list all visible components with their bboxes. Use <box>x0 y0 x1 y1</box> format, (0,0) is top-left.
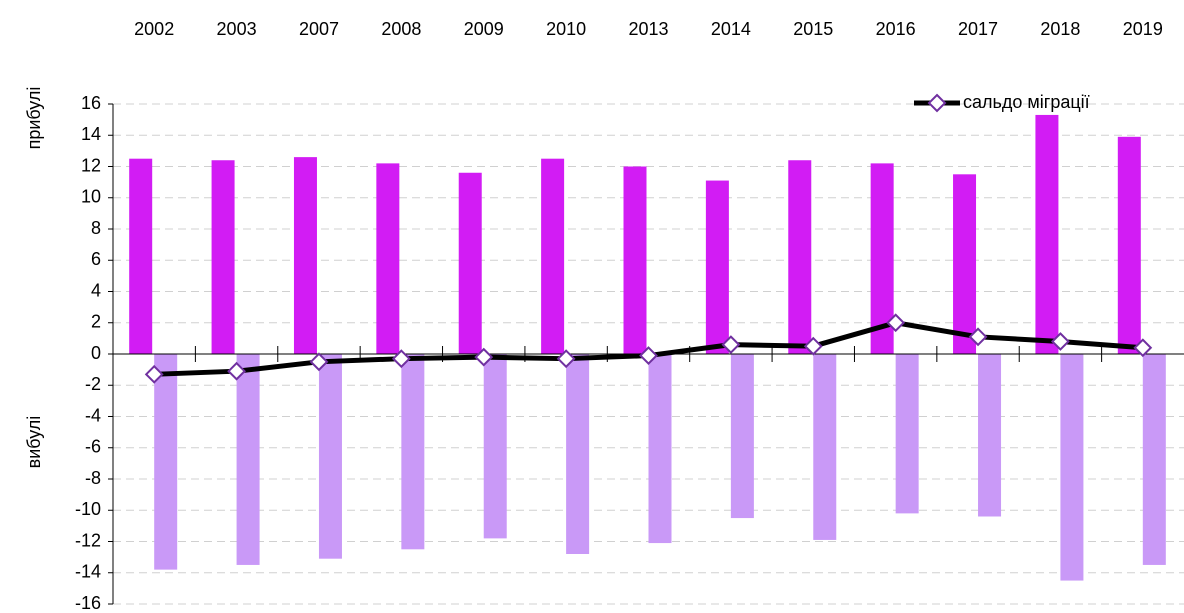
marker <box>803 336 823 356</box>
bar <box>788 160 812 354</box>
bar <box>376 163 400 354</box>
bar <box>318 354 342 559</box>
bar <box>1117 136 1141 354</box>
bar <box>623 166 647 354</box>
bar <box>129 158 153 354</box>
y-tick-label: -4 <box>85 405 101 425</box>
x-tick-label: 2015 <box>793 19 833 39</box>
marker <box>968 327 988 347</box>
bar <box>1035 114 1059 354</box>
bar <box>541 158 565 354</box>
y-tick-label: 8 <box>91 218 101 238</box>
x-tick-label: 2016 <box>876 19 916 39</box>
x-tick-label: 2019 <box>1123 19 1163 39</box>
marker <box>1051 332 1070 351</box>
bar <box>401 354 425 550</box>
y-tick-label: -12 <box>75 530 101 550</box>
y-axis-label-bottom: вибулі <box>24 416 44 469</box>
marker <box>639 346 658 365</box>
y-tick-label: 10 <box>81 187 101 207</box>
marker <box>886 313 906 333</box>
y-tick-label: 4 <box>91 280 101 300</box>
x-tick-label: 2010 <box>546 19 586 39</box>
bar <box>705 180 729 354</box>
y-tick-label: -8 <box>85 468 101 488</box>
bar <box>236 354 260 565</box>
legend-label: сальдо міграції <box>963 92 1090 112</box>
marker <box>721 335 741 355</box>
bar <box>730 354 754 519</box>
y-tick-label: -10 <box>75 499 101 519</box>
legend-marker <box>927 93 947 113</box>
x-tick-label: 2002 <box>134 19 174 39</box>
bar <box>458 172 482 354</box>
bar <box>870 163 894 354</box>
y-tick-label: -2 <box>85 374 101 394</box>
bar <box>154 354 178 570</box>
y-tick-label: -14 <box>75 562 101 582</box>
marker <box>144 364 164 384</box>
bar <box>1060 354 1084 581</box>
y-tick-label: 6 <box>91 249 101 269</box>
x-tick-label: 2018 <box>1040 19 1080 39</box>
x-tick-label: 2008 <box>381 19 421 39</box>
bar <box>211 160 235 354</box>
marker <box>391 349 411 369</box>
y-axis-label-top: прибулі <box>24 87 44 150</box>
bar <box>293 157 317 354</box>
bar <box>895 354 919 514</box>
bar <box>483 354 507 539</box>
y-tick-label: 0 <box>91 343 101 363</box>
y-tick-label: 2 <box>91 312 101 332</box>
marker <box>227 361 246 381</box>
y-tick-label: -6 <box>85 437 101 457</box>
x-tick-label: 2007 <box>299 19 339 39</box>
bar <box>648 354 672 544</box>
bar <box>1142 354 1166 565</box>
x-tick-label: 2014 <box>711 19 751 39</box>
bar <box>566 354 590 554</box>
bar <box>978 354 1002 517</box>
x-tick-label: 2009 <box>464 19 504 39</box>
marker <box>474 347 494 367</box>
x-tick-label: 2013 <box>628 19 668 39</box>
marker <box>309 352 329 372</box>
y-tick-label: -16 <box>75 593 101 613</box>
marker <box>556 349 576 369</box>
x-tick-label: 2017 <box>958 19 998 39</box>
y-tick-label: 12 <box>81 155 101 175</box>
bar <box>953 174 977 354</box>
bar <box>813 354 837 540</box>
y-tick-label: 16 <box>81 93 101 113</box>
x-tick-label: 2003 <box>217 19 257 39</box>
y-tick-label: 14 <box>81 124 101 144</box>
marker <box>1133 338 1153 358</box>
